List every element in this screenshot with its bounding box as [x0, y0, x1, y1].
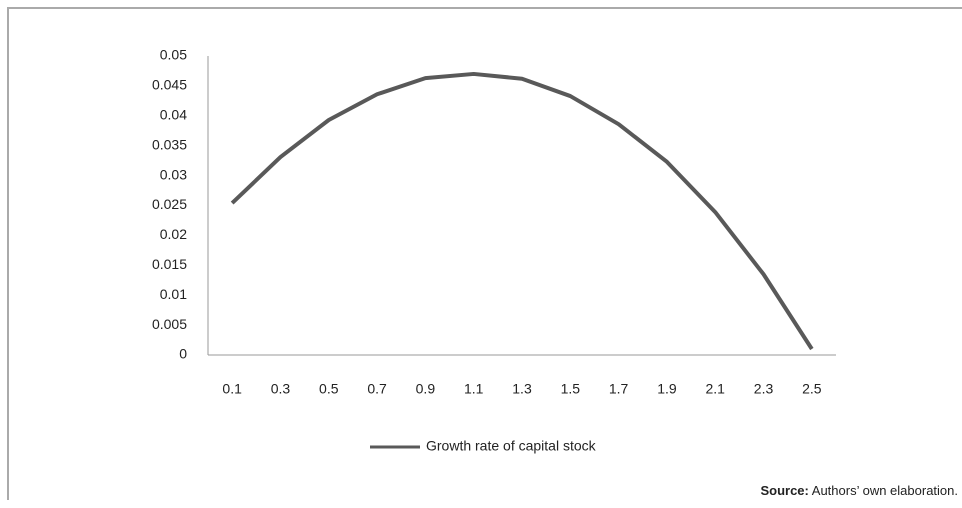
x-tick-label: 0.9	[416, 381, 436, 397]
source-text: Authors’ own elaboration.	[812, 483, 958, 498]
y-tick-label: 0.03	[160, 166, 187, 182]
y-tick-label: 0.035	[152, 136, 187, 152]
x-tick-label: 0.7	[367, 381, 387, 397]
x-tick-label: 2.1	[705, 381, 725, 397]
y-tick-label: 0.005	[152, 316, 187, 332]
y-tick-label: 0.015	[152, 256, 187, 272]
data-line	[230, 71, 814, 351]
y-tick-label: 0.01	[160, 286, 187, 302]
x-tick-label: 0.5	[319, 381, 339, 397]
x-tick-label: 1.1	[464, 381, 484, 397]
y-tick-label: 0.02	[160, 226, 187, 242]
y-tick-label: 0	[179, 346, 187, 362]
y-tick-label: 0.05	[160, 47, 187, 63]
x-tick-label: 2.3	[754, 381, 774, 397]
x-tick-label: 0.3	[271, 381, 291, 397]
y-tick-label: 0.045	[152, 77, 187, 93]
legend-label: Growth rate of capital stock	[426, 438, 597, 454]
x-tick-label: 1.5	[561, 381, 581, 397]
source-note: Source: Authors’ own elaboration.	[760, 483, 958, 498]
frame	[7, 7, 962, 500]
x-tick-label: 1.9	[657, 381, 677, 397]
source-label: Source:	[760, 483, 808, 498]
y-tick-label: 0.04	[160, 107, 187, 123]
y-tick-label: 0.025	[152, 196, 187, 212]
x-tick-label: 1.7	[609, 381, 629, 397]
x-tick-label: 1.3	[512, 381, 532, 397]
x-tick-label: 2.5	[802, 381, 822, 397]
x-tick-label: 0.1	[222, 381, 242, 397]
